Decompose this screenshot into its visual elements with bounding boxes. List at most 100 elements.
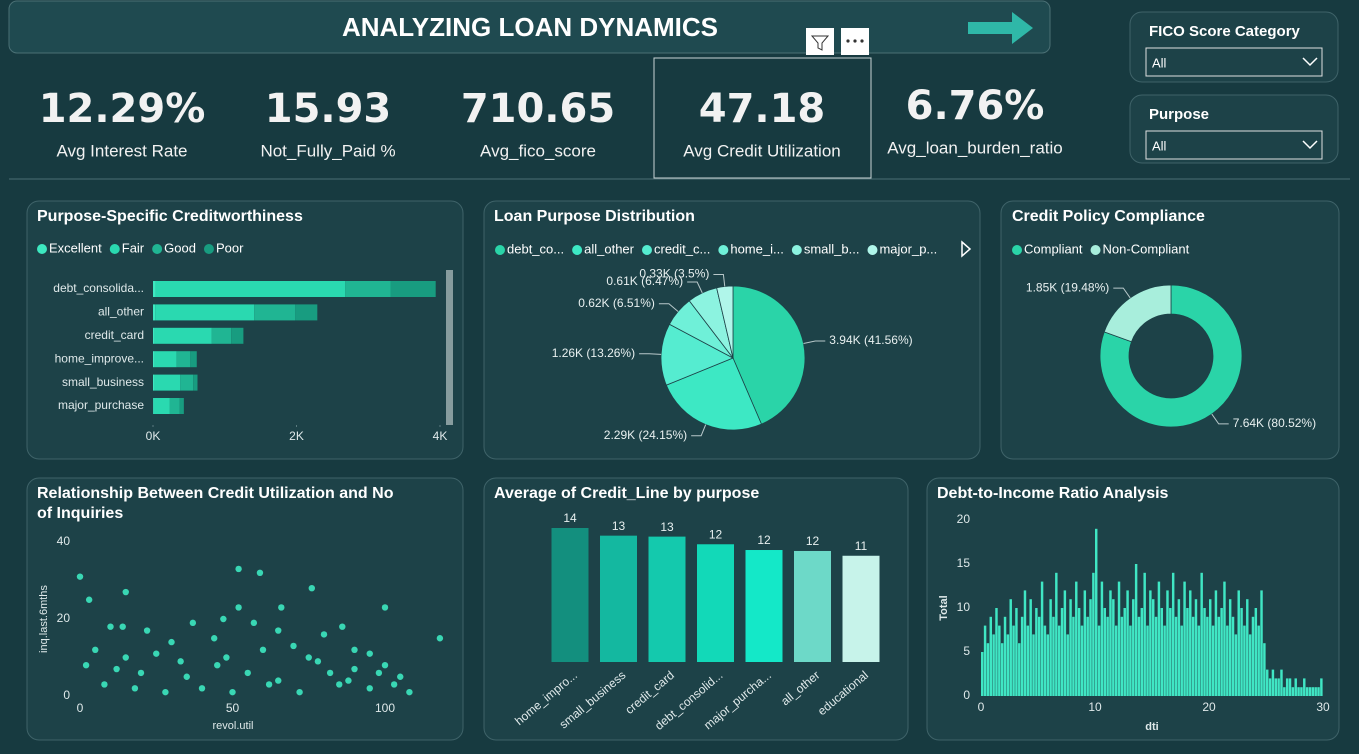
panel [483, 477, 909, 741]
histogram-bar [1120, 616, 1124, 696]
histogram-bar [1254, 608, 1258, 696]
y-tick-label: credit_card [85, 328, 144, 342]
histogram-bar [1305, 687, 1309, 696]
slicer-value: All [1152, 138, 1167, 153]
point [320, 631, 328, 638]
bar-segment [345, 281, 391, 297]
histogram-bar [1291, 687, 1295, 696]
histogram-bar [1132, 599, 1135, 696]
point [143, 627, 151, 634]
histogram-bar [1209, 599, 1212, 696]
point [351, 665, 358, 673]
y-tick-label: 0 [963, 688, 970, 702]
histogram-bar [1160, 608, 1163, 696]
histogram-bar [1077, 608, 1081, 696]
y-axis-label: Total [938, 595, 950, 620]
point [250, 619, 258, 627]
scrollbar[interactable] [446, 270, 453, 425]
histogram-bar [1277, 678, 1280, 696]
histogram-bar [1046, 634, 1049, 696]
histogram-bar [1117, 581, 1121, 696]
point [211, 635, 218, 642]
histogram-bar [1029, 599, 1032, 696]
point [390, 681, 398, 688]
histogram-bar [1266, 669, 1269, 696]
point [375, 669, 383, 677]
panel [1000, 200, 1340, 460]
kpi-value: 15.93 [265, 86, 392, 132]
histogram-bar [1143, 572, 1146, 696]
x-axis-label: revol.util [213, 720, 254, 732]
point [122, 654, 129, 661]
point [381, 604, 389, 611]
bar-segment [154, 374, 181, 391]
bar-segment [153, 351, 155, 368]
point [220, 615, 227, 623]
histogram-bar [1166, 590, 1169, 696]
data-label: 3.94K (41.56%) [829, 333, 912, 347]
histogram-bar [1163, 625, 1166, 696]
legend-label: small_b... [804, 241, 860, 256]
bar-segment [153, 374, 155, 391]
point [296, 688, 303, 696]
point [278, 604, 285, 611]
bar-segment [155, 281, 346, 297]
legend-marker [641, 245, 652, 255]
histogram-bar [1092, 572, 1095, 696]
bar-segment [153, 304, 156, 321]
x-tick-label: 2K [289, 429, 304, 443]
point [177, 658, 184, 665]
slicer-value: All [1152, 55, 1167, 70]
legend-next[interactable] [961, 240, 972, 258]
chart-title: Average of Credit_Line by purpose [494, 485, 759, 502]
histogram-bar [1320, 678, 1323, 696]
slicer-dropdown[interactable] [1145, 47, 1323, 77]
histogram-bar [1129, 625, 1132, 696]
histogram-bar [1023, 590, 1027, 696]
legend-label: Non-Compliant [1103, 241, 1190, 256]
bar [697, 544, 734, 662]
y-tick-label: 0 [63, 688, 70, 702]
slicer-dropdown[interactable] [1145, 130, 1323, 160]
bar [600, 535, 637, 662]
leader-line [713, 274, 726, 287]
histogram-bar [1280, 669, 1283, 696]
point [107, 623, 114, 630]
filter-icon[interactable] [806, 28, 834, 55]
histogram-bar [1080, 625, 1084, 696]
histogram-bar [1311, 687, 1315, 696]
legend-marker [867, 245, 878, 255]
histogram-bar [1123, 608, 1126, 696]
slice [1099, 284, 1243, 428]
bar-segment [153, 398, 154, 414]
histogram-bar [1114, 625, 1118, 696]
y-tick-label: 40 [57, 534, 71, 548]
chart-title: Relationship Between Credit Utilization … [37, 485, 394, 522]
point [275, 627, 282, 634]
histogram-bar [1106, 616, 1109, 696]
data-label: 11 [855, 539, 868, 553]
bar-segment [153, 327, 155, 344]
histogram-bar [1220, 608, 1223, 696]
legend-label: Fair [122, 240, 145, 255]
point [189, 619, 197, 627]
histogram-bar [1020, 616, 1024, 696]
histogram-bar [1285, 678, 1289, 696]
legend-label: major_p... [879, 241, 937, 256]
leader-line [691, 424, 707, 437]
bar-segment [154, 327, 212, 344]
point [229, 688, 236, 696]
histogram-bar [1095, 528, 1098, 696]
legend-marker [572, 245, 583, 255]
nav-arrow[interactable] [968, 12, 1033, 44]
histogram-bar [1103, 608, 1106, 696]
histogram-bar [1015, 608, 1018, 696]
point [265, 681, 273, 688]
histogram-bar [986, 643, 990, 696]
slice [665, 357, 762, 431]
histogram-bar [1126, 590, 1129, 696]
chart-title: Credit Policy Compliance [1012, 208, 1205, 225]
point [244, 669, 251, 677]
point [162, 688, 169, 696]
x-tick-label: 100 [375, 701, 395, 715]
